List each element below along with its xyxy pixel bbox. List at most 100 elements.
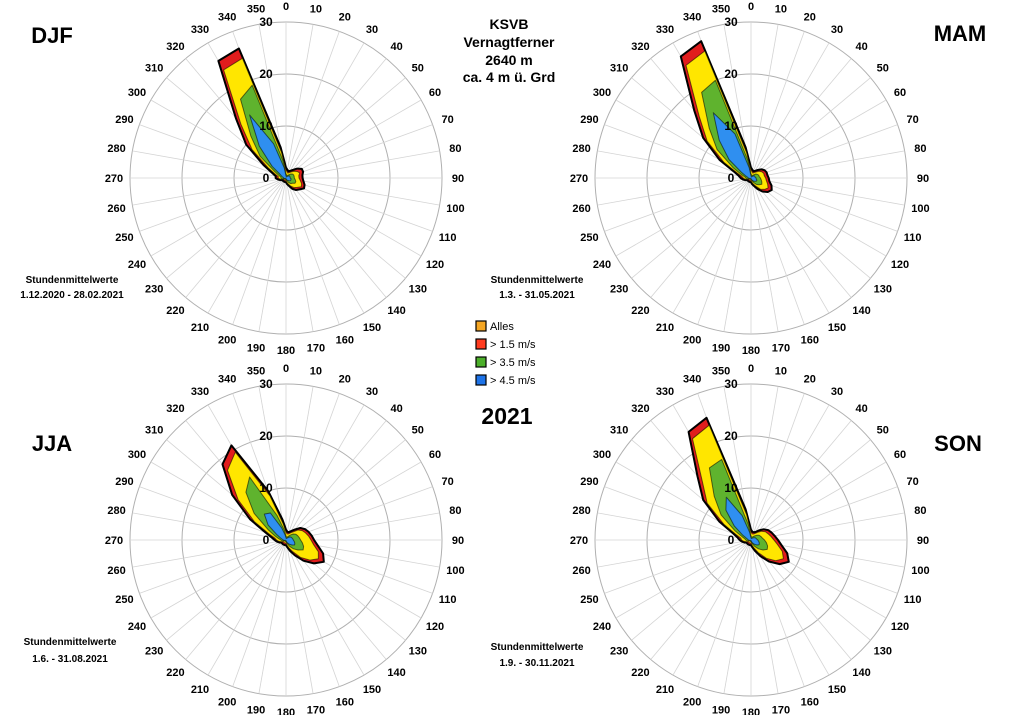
- grid-spoke: [750, 99, 887, 179]
- direction-label: 160: [336, 697, 354, 709]
- note-period-mam: 1.3. - 31.05.2021: [499, 290, 575, 301]
- direction-label: 150: [828, 322, 846, 334]
- direction-label: 240: [593, 259, 611, 271]
- legend-label: > 4.5 m/s: [490, 375, 536, 387]
- grid-spoke: [723, 539, 752, 694]
- station-header: KSVB Vernagtferner 2640 m ca. 4 m ü. Grd: [463, 16, 556, 85]
- direction-label: 150: [828, 684, 846, 696]
- series-1-5-m-s: [692, 424, 784, 562]
- direction-label: 20: [804, 373, 816, 385]
- grid-spoke: [285, 177, 340, 325]
- direction-label: 120: [426, 621, 444, 633]
- direction-label: 200: [218, 335, 236, 347]
- grid-spoke: [615, 539, 752, 619]
- direction-label: 0: [283, 1, 289, 13]
- direction-label: 290: [115, 476, 133, 488]
- grid-spoke: [285, 42, 365, 179]
- direction-label: 280: [572, 143, 590, 155]
- legend-swatch: [475, 338, 487, 350]
- direction-label: 10: [775, 366, 787, 378]
- note-label-djf: Stundenmittelwerte: [26, 275, 119, 286]
- direction-label: 240: [593, 621, 611, 633]
- ring-label: 30: [259, 15, 273, 29]
- season-label-son: SON: [934, 431, 982, 456]
- grid-spoke: [604, 177, 752, 232]
- ring-label: 20: [724, 67, 738, 81]
- direction-label: 60: [429, 87, 441, 99]
- grid-spoke: [166, 177, 287, 279]
- direction-label: 350: [247, 366, 265, 378]
- grid-spoke: [132, 539, 287, 568]
- grid-spoke: [285, 177, 433, 232]
- direction-label: 270: [105, 173, 123, 185]
- direction-label: 240: [128, 621, 146, 633]
- direction-label: 80: [914, 505, 926, 517]
- grid-spoke: [723, 177, 752, 332]
- grid-spoke: [285, 31, 340, 179]
- direction-label: 220: [166, 305, 184, 317]
- grid-spoke: [132, 177, 287, 206]
- direction-label: 70: [441, 114, 453, 126]
- grid-spoke: [139, 539, 287, 594]
- grid-spoke: [750, 386, 779, 541]
- grid-spoke: [750, 461, 887, 541]
- direction-label: 180: [742, 707, 760, 715]
- grid-spoke: [285, 77, 406, 179]
- grid-spoke: [750, 77, 871, 179]
- direction-label: 230: [145, 284, 163, 296]
- grid-spoke: [750, 124, 898, 179]
- direction-label: 190: [247, 342, 265, 354]
- direction-label: 50: [412, 62, 424, 74]
- direction-label: 40: [855, 41, 867, 53]
- grid-spoke: [750, 58, 852, 179]
- direction-label: 210: [191, 322, 209, 334]
- grid-spoke: [750, 404, 830, 541]
- direction-label: 220: [166, 667, 184, 679]
- direction-label: 20: [804, 11, 816, 23]
- grid-spoke: [750, 177, 830, 314]
- grid-spoke: [604, 486, 752, 541]
- grid-spoke: [185, 177, 287, 298]
- direction-label: 0: [283, 363, 289, 375]
- legend-swatch: [475, 374, 487, 386]
- direction-label: 170: [307, 704, 325, 715]
- direction-label: 310: [610, 424, 628, 436]
- direction-label: 140: [852, 667, 870, 679]
- direction-label: 320: [631, 41, 649, 53]
- grid-spoke: [285, 404, 365, 541]
- direction-label: 230: [610, 284, 628, 296]
- grid-spoke: [132, 512, 287, 541]
- direction-label: 60: [429, 449, 441, 461]
- direction-label: 170: [772, 342, 790, 354]
- direction-label: 100: [446, 565, 464, 577]
- grid-spoke: [750, 177, 905, 206]
- direction-label: 140: [387, 667, 405, 679]
- grid-spoke: [285, 439, 406, 541]
- grid-spoke: [258, 386, 287, 541]
- series-4-5-m-s: [712, 112, 758, 182]
- direction-label: 10: [310, 366, 322, 378]
- sensor-height: ca. 4 m ü. Grd: [463, 69, 556, 85]
- grid-spoke: [750, 177, 805, 325]
- grid-spoke: [750, 24, 779, 179]
- grid-spoke: [750, 420, 852, 541]
- direction-label: 200: [683, 335, 701, 347]
- direction-label: 260: [572, 565, 590, 577]
- season-label-mam: MAM: [934, 21, 987, 46]
- ring-label: 0: [263, 533, 270, 547]
- direction-label: 180: [277, 345, 295, 357]
- direction-label: 60: [894, 449, 906, 461]
- direction-label: 280: [107, 505, 125, 517]
- grid-spoke: [750, 177, 779, 332]
- grid-spoke: [750, 150, 905, 179]
- direction-label: 250: [580, 594, 598, 606]
- direction-label: 20: [339, 373, 351, 385]
- grid-spoke: [258, 177, 287, 332]
- direction-label: 350: [712, 366, 730, 378]
- season-label-djf: DJF: [31, 23, 73, 48]
- grid-spoke: [750, 31, 805, 179]
- direction-label: 180: [742, 345, 760, 357]
- direction-label: 320: [166, 403, 184, 415]
